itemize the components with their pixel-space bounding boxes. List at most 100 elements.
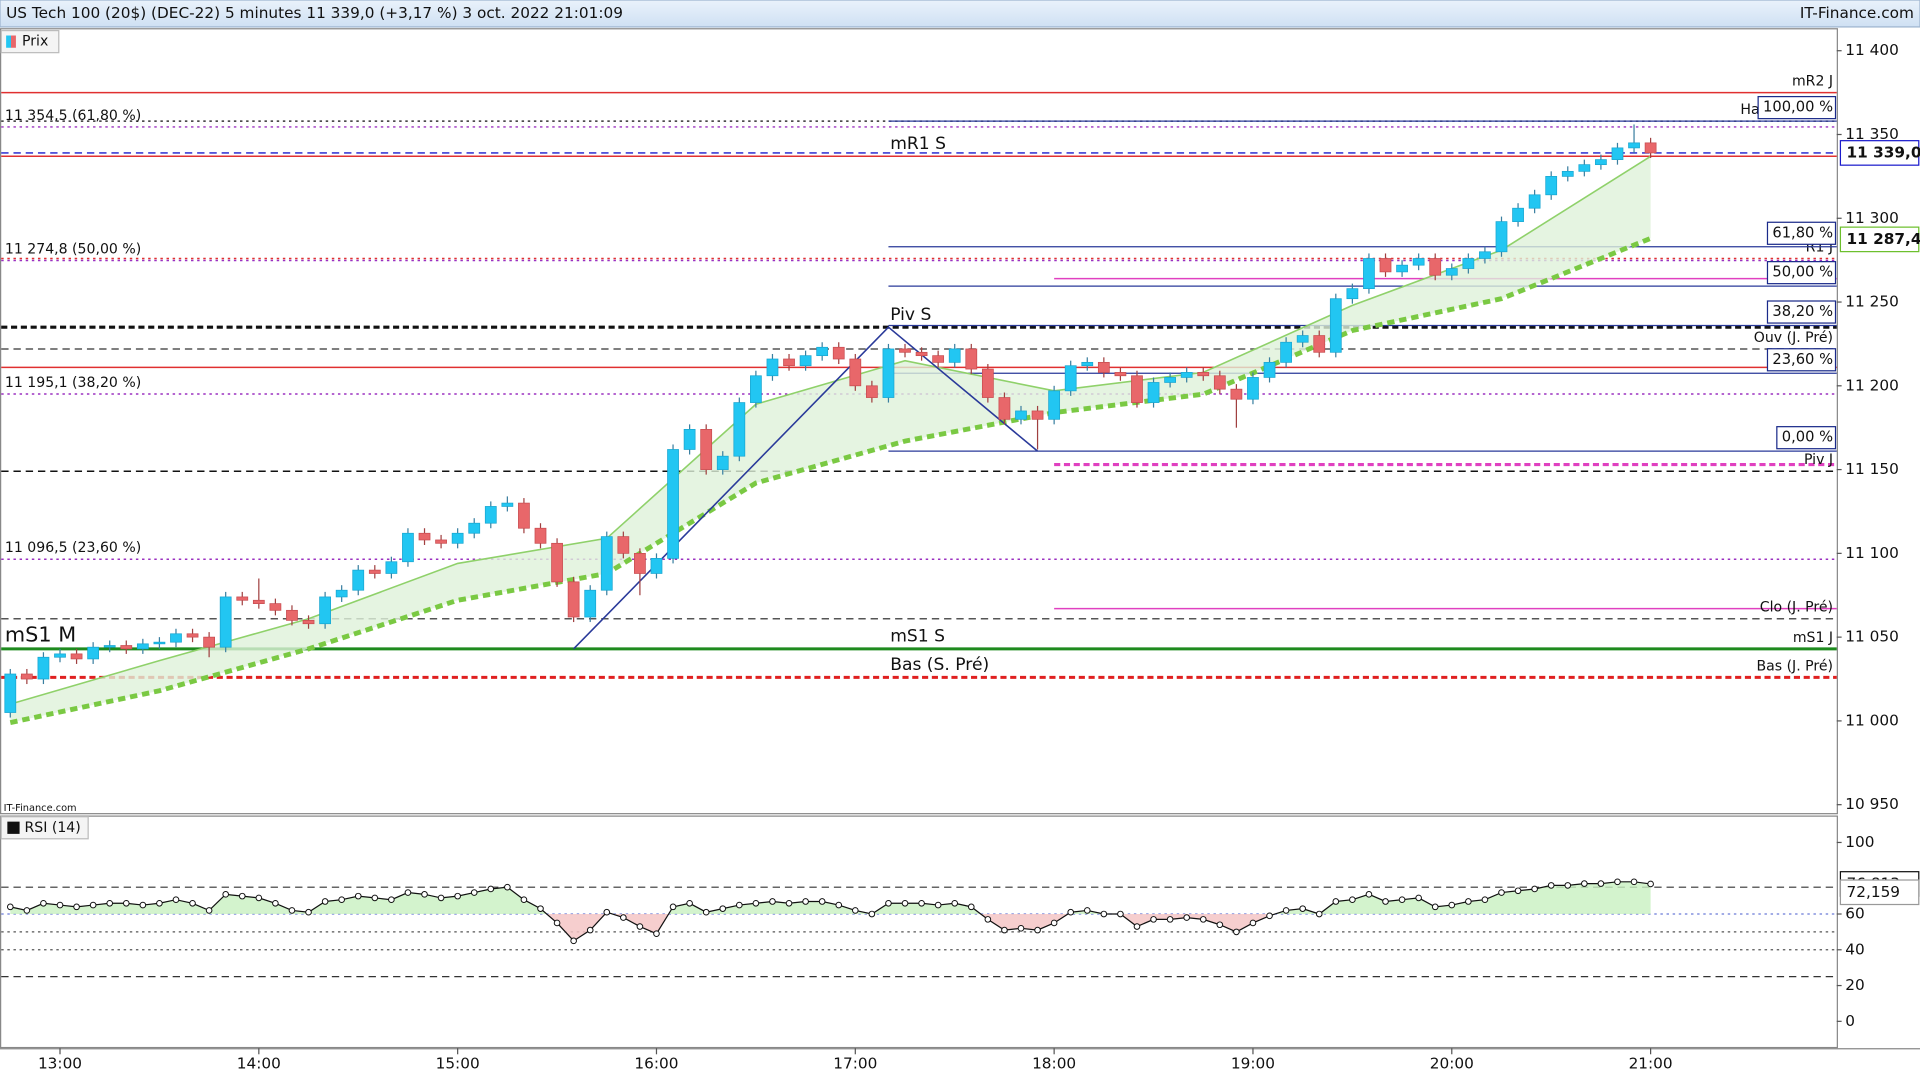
rsi-point (371, 894, 379, 902)
candle-body (1611, 147, 1624, 160)
candle-body (501, 502, 514, 507)
y-tick-label: 11 300 (1845, 209, 1899, 227)
rsi-point (73, 903, 80, 911)
y-tick-label: 11 150 (1845, 460, 1899, 478)
y-tick-label: 11 200 (1845, 376, 1899, 394)
rsi-point (321, 898, 329, 905)
rsi-area-down (10, 914, 1651, 941)
candle-body (1628, 142, 1640, 149)
rsi-point (1498, 889, 1505, 896)
candle-body (1445, 268, 1458, 276)
candle-body (634, 552, 646, 574)
candle-body (1296, 335, 1309, 343)
rsi-point (156, 899, 163, 907)
rsi-point (586, 926, 594, 934)
candle-body (1545, 176, 1558, 196)
legend-swatch-down (11, 35, 16, 48)
level-label: Bas (S. Pré) (890, 655, 989, 675)
x-tick-label: 17:00 (833, 1055, 877, 1073)
fib-label-box (1766, 221, 1837, 245)
rsi-point (918, 899, 925, 907)
rsi-point (222, 891, 229, 898)
candle-body (1247, 377, 1259, 400)
price-axis-value: 11 287,4 (1847, 230, 1920, 248)
rsi-point (1398, 896, 1406, 904)
rsi-point (1531, 885, 1538, 893)
candle-body (1213, 375, 1226, 390)
y-tick-label: 11 400 (1845, 41, 1899, 59)
candle-body (1064, 365, 1077, 392)
candle-body (683, 429, 696, 450)
candle-body (484, 506, 497, 524)
rsi-point (1581, 880, 1588, 887)
rsi-point (354, 892, 362, 900)
moving-average (9, 236, 1652, 725)
ma-band (10, 156, 1651, 723)
level-label: Bas (J. Pré) (1756, 658, 1833, 674)
x-tick-label: 19:00 (1231, 1055, 1275, 1073)
rsi-point (139, 901, 147, 909)
candle-body (915, 351, 928, 357)
moving-average (10, 155, 1652, 705)
candle-body (4, 673, 17, 713)
candle-body (1412, 258, 1425, 266)
candle-body (1495, 221, 1508, 253)
rsi-point (404, 889, 412, 896)
level-label: mS1 J (1793, 630, 1833, 646)
candle-body (1479, 251, 1491, 259)
candle-body (20, 673, 33, 680)
x-tick-label: 14:00 (237, 1055, 281, 1073)
fib-label-box (1766, 261, 1837, 285)
level-label: mS1 S (890, 627, 945, 647)
price-panel (0, 28, 1838, 815)
rsi-point (487, 885, 495, 893)
candle-body (286, 609, 298, 621)
x-tick-label: 21:00 (1629, 1055, 1673, 1073)
rsi-point (719, 905, 727, 912)
rsi-point (338, 896, 345, 904)
rsi-point (934, 901, 942, 909)
candle-body (733, 402, 746, 457)
candle-body (948, 348, 961, 363)
rsi-point (653, 930, 660, 937)
level-label: mS1 M (5, 622, 76, 646)
candle-body (1329, 298, 1342, 353)
candle-body (1180, 372, 1193, 378)
level-label: 11 274,8 (50,00 %) (5, 241, 141, 257)
candle-body (998, 397, 1011, 420)
rsi-point (852, 907, 859, 914)
rsi-point (1100, 910, 1108, 918)
y-tick-label: 11 050 (1845, 628, 1899, 646)
rsi-point (56, 901, 64, 909)
rsi-point (785, 899, 793, 907)
rsi-point (1166, 916, 1174, 923)
legend-swatch-up (6, 35, 12, 48)
rsi-point (1083, 907, 1091, 914)
candle-body (1595, 159, 1607, 166)
candle-body (899, 348, 911, 353)
candle-body (1512, 207, 1524, 222)
candle-body (203, 636, 215, 648)
rsi-point (1647, 880, 1654, 888)
candle-body (136, 643, 149, 650)
header-bar (0, 0, 1920, 28)
price-axis-value: 11 339,0 (1847, 143, 1920, 161)
rsi-point (1199, 916, 1207, 923)
candle-body (849, 358, 862, 387)
rsi-point (255, 894, 263, 902)
rsi-point (504, 883, 511, 891)
rsi-point (1514, 887, 1522, 895)
candle-body (418, 532, 431, 541)
candle-body (766, 358, 779, 377)
rsi-axis-value: 72,159 (1847, 883, 1901, 901)
x-tick-label: 16:00 (634, 1055, 678, 1073)
candle-body (1313, 335, 1326, 353)
fib-label-box (1757, 95, 1837, 120)
rsi-title: RSI (14) (24, 820, 80, 836)
rsi-point (6, 903, 14, 911)
fib-label-box (1766, 300, 1837, 324)
candle-body (750, 375, 762, 403)
fib-label: 100,00 % (1763, 99, 1833, 116)
candle-body (567, 581, 580, 618)
